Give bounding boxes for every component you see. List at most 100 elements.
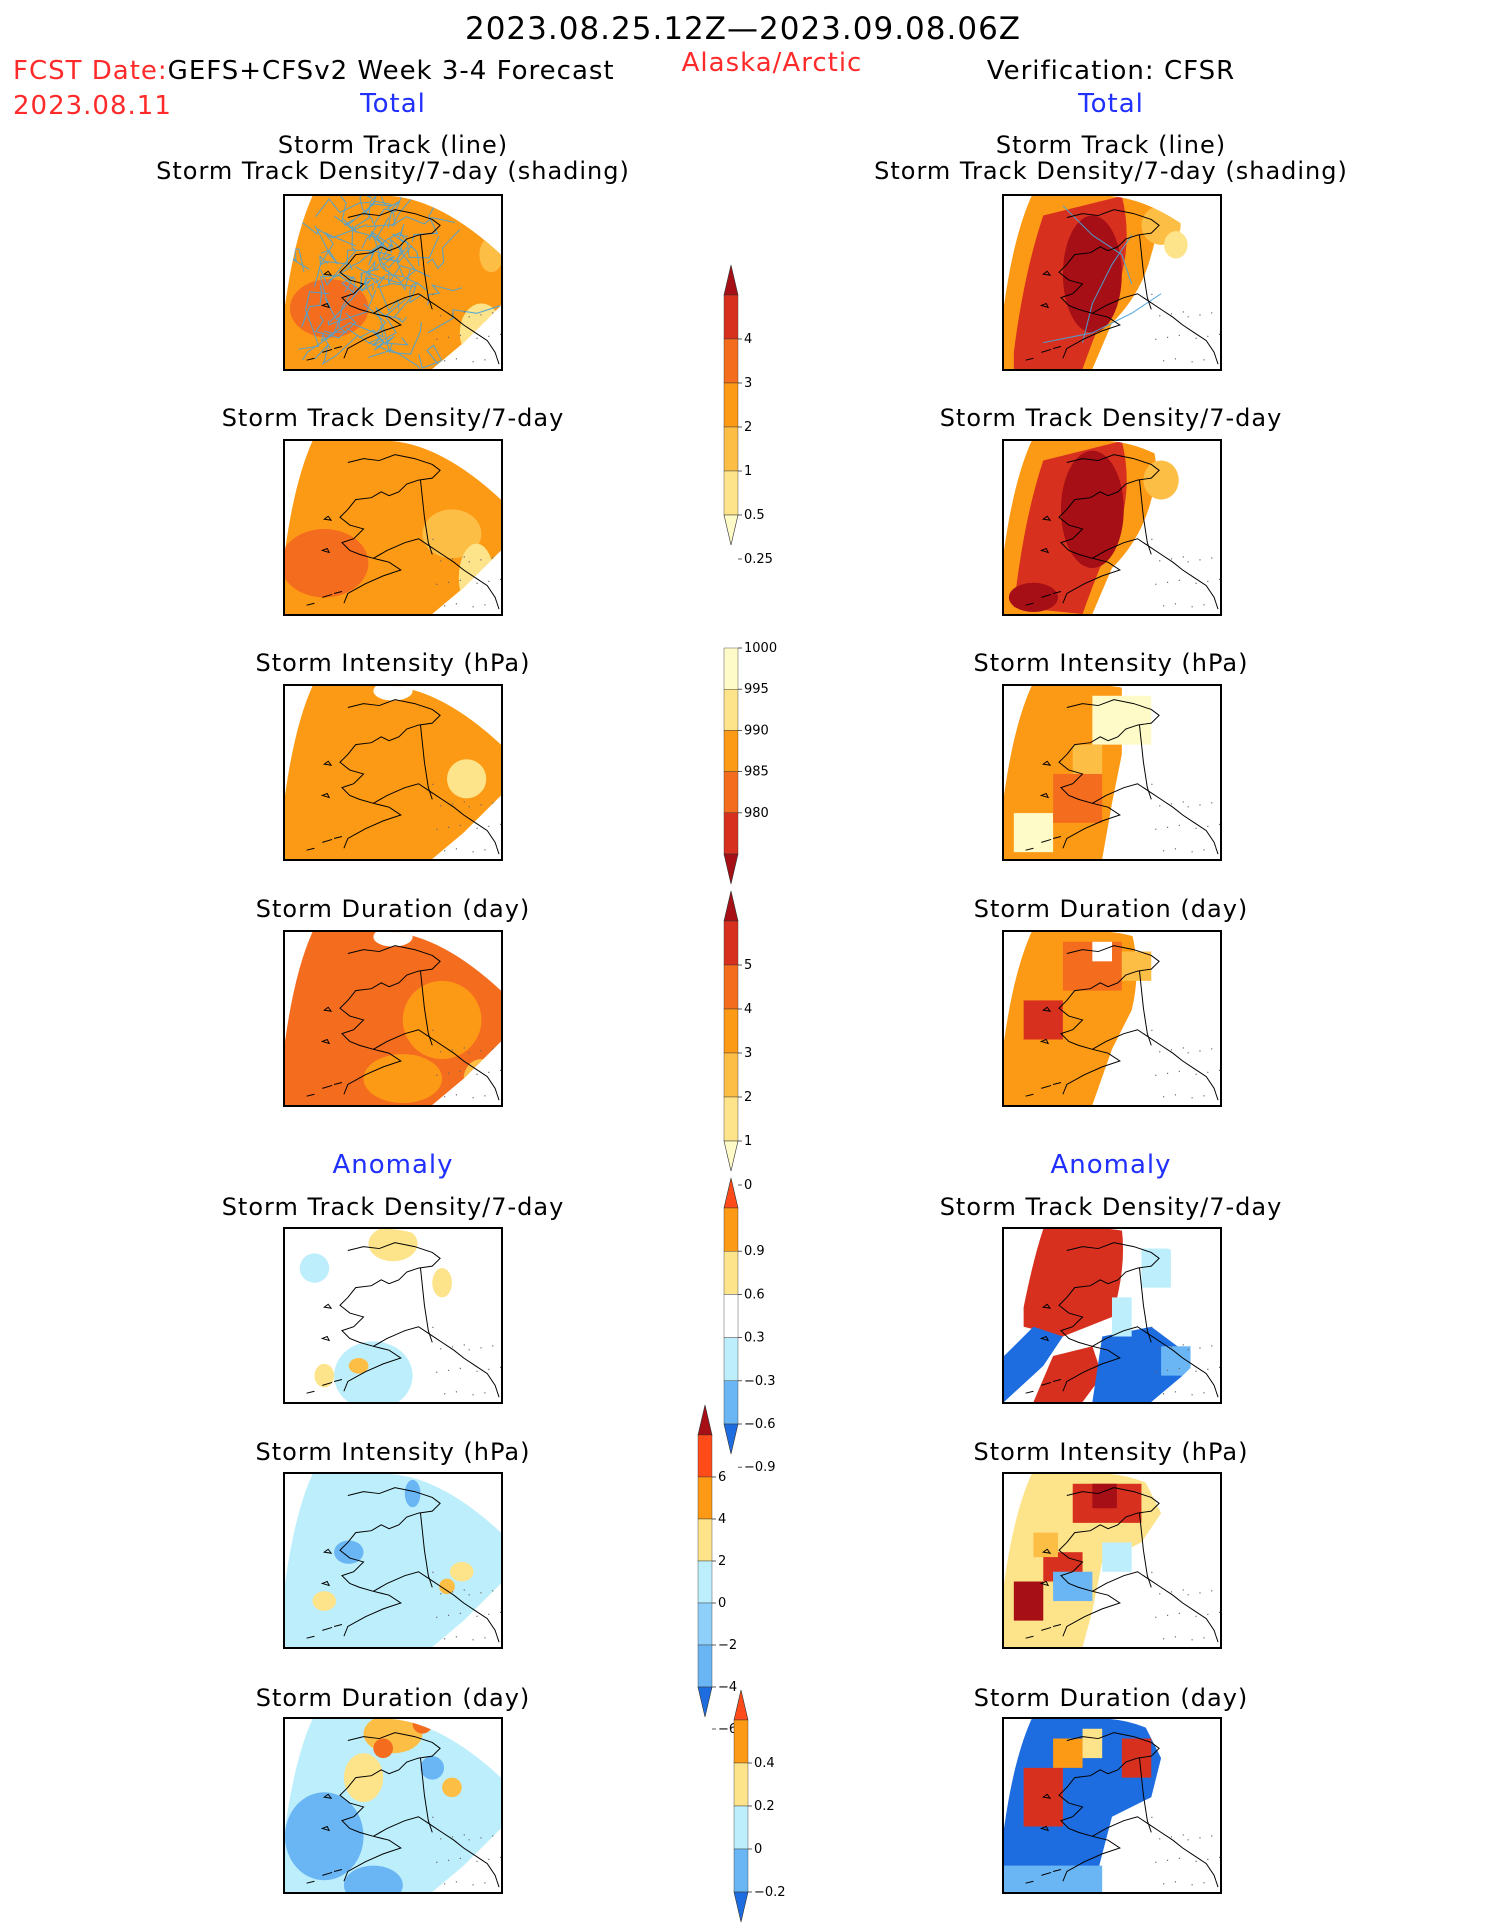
- map-svg: [1004, 932, 1220, 1105]
- map-density-anomaly-forecast: [283, 1227, 503, 1404]
- colorbar-intensity-anomaly: 6 4 2 0 −2 −4 −6: [697, 1404, 737, 1737]
- title-density-anom-right: Storm Track Density/7-day: [939, 1193, 1283, 1221]
- title-density-right: Storm Track Density/7-day: [939, 404, 1283, 432]
- map-svg: [285, 196, 501, 369]
- colorbar-tick-label: 995: [744, 682, 769, 697]
- title-intensity-left: Storm Intensity (hPa): [255, 649, 531, 677]
- colorbar-svg: 1000 995 990 985 980: [723, 641, 777, 885]
- map-density-forecast: [283, 439, 503, 616]
- colorbar-tick-label: −0.6: [744, 1417, 776, 1432]
- map-duration-verification: [1002, 930, 1222, 1107]
- title-density-left: Storm Track Density/7-day: [221, 404, 565, 432]
- colorbar-intensity-total: 1000 995 990 985 980: [723, 641, 777, 885]
- colorbar-tick-label: 0.2: [754, 1799, 775, 1814]
- colorbar-tick-label: 0: [744, 1178, 752, 1193]
- colorbar-tick-label: 0.25: [744, 552, 773, 567]
- colorbar-tick-label: 4: [744, 332, 752, 347]
- map-svg: [1004, 1229, 1220, 1402]
- title-track-shading-left: Storm Track Density/7-day (shading): [156, 157, 630, 185]
- colorbar-tick-label: −0.2: [754, 1885, 786, 1900]
- colorbar-tick-label: 2: [744, 420, 752, 435]
- map-intensity-verification: [1002, 684, 1222, 861]
- colorbar-tick-label: 0.3: [744, 1331, 765, 1346]
- colorbar-density-anomaly: 0.9 0.6 0.3 −0.3 −0.6 −0.9: [723, 1177, 776, 1475]
- colorbar-tick-label: 0.4: [754, 1756, 775, 1771]
- title-duration-anom-right: Storm Duration (day): [973, 1684, 1249, 1712]
- title-duration-right: Storm Duration (day): [973, 895, 1249, 923]
- title-track-line-right: Storm Track (line): [995, 131, 1227, 159]
- region-name: Alaska/Arctic: [681, 48, 863, 78]
- right-total-label: Total: [1078, 89, 1144, 119]
- colorbar-tick-label: 3: [744, 1046, 752, 1061]
- map-svg: [1004, 196, 1220, 369]
- map-intensity-anomaly-forecast: [283, 1472, 503, 1649]
- colorbar-tick-label: 1: [744, 1134, 752, 1149]
- map-svg: [285, 686, 501, 859]
- colorbar-svg: 6 4 2 0 −2 −4 −6: [697, 1404, 737, 1737]
- map-duration-anomaly-forecast: [283, 1717, 503, 1894]
- colorbar-tick-label: 4: [718, 1512, 726, 1527]
- map-duration-forecast: [283, 930, 503, 1107]
- map-svg: [1004, 1474, 1220, 1647]
- colorbar-tick-label: 6: [718, 1470, 726, 1485]
- colorbar-svg: 0.40.20−0.2−0.4: [733, 1689, 786, 1923]
- map-svg: [1004, 441, 1220, 614]
- colorbar-tick-label: 2: [718, 1554, 726, 1569]
- colorbar-svg: 0.9 0.6 0.3 −0.3 −0.6 −0.9: [723, 1177, 776, 1475]
- map-track-forecast: [283, 194, 503, 371]
- colorbar-tick-label: −2: [718, 1638, 737, 1653]
- map-svg: [285, 1229, 501, 1402]
- map-density-anomaly-verification: [1002, 1227, 1222, 1404]
- verification-label: Verification: CFSR: [986, 56, 1236, 86]
- colorbar-tick-label: −6: [718, 1722, 737, 1737]
- fcst-date-label: FCST Date:: [13, 56, 168, 86]
- title-duration-anom-left: Storm Duration (day): [255, 1684, 531, 1712]
- colorbar-tick-label: 4: [744, 1002, 752, 1017]
- title-track-shading-right: Storm Track Density/7-day (shading): [874, 157, 1348, 185]
- map-duration-anomaly-verification: [1002, 1717, 1222, 1894]
- colorbar-duration-anomaly: 0.40.20−0.2−0.4: [733, 1689, 786, 1923]
- title-track-line-left: Storm Track (line): [277, 131, 509, 159]
- colorbar-tick-label: 980: [744, 806, 769, 821]
- colorbar-tick-label: 0.9: [744, 1244, 765, 1259]
- valid-period-title: 2023.08.25.12Z—2023.09.08.06Z: [464, 11, 1022, 47]
- map-intensity-forecast: [283, 684, 503, 861]
- colorbar-svg: 4 3 2 1 0.5 0.25: [723, 264, 773, 567]
- model-name: GEFS+CFSv2 Week 3-4 Forecast: [167, 56, 615, 86]
- colorbar-tick-label: 0: [754, 1842, 762, 1857]
- title-intensity-anom-left: Storm Intensity (hPa): [255, 1438, 531, 1466]
- map-intensity-anomaly-verification: [1002, 1472, 1222, 1649]
- title-intensity-right: Storm Intensity (hPa): [973, 649, 1249, 677]
- colorbar-tick-label: 985: [744, 765, 769, 780]
- right-anomaly-label: Anomaly: [1050, 1150, 1172, 1180]
- colorbar-duration-total: 5 4 3 2 1 0: [723, 890, 752, 1193]
- colorbar-tick-label: 990: [744, 723, 769, 738]
- colorbar-tick-label: 5: [744, 958, 752, 973]
- colorbar-tick-label: 0.5: [744, 508, 765, 523]
- map-svg: [1004, 1719, 1220, 1892]
- colorbar-tick-label: 0.6: [744, 1287, 765, 1302]
- map-svg: [285, 441, 501, 614]
- title-density-anom-left: Storm Track Density/7-day: [221, 1193, 565, 1221]
- colorbar-tick-label: −0.3: [744, 1374, 776, 1389]
- colorbar-tick-label: 1000: [744, 641, 777, 656]
- colorbar-tick-label: 2: [744, 1090, 752, 1105]
- colorbar-density-total: 4 3 2 1 0.5 0.25: [723, 264, 773, 567]
- map-density-verification: [1002, 439, 1222, 616]
- title-intensity-anom-right: Storm Intensity (hPa): [973, 1438, 1249, 1466]
- fcst-date: 2023.08.11: [13, 91, 172, 121]
- map-track-verification: [1002, 194, 1222, 371]
- map-svg: [285, 1474, 501, 1647]
- title-duration-left: Storm Duration (day): [255, 895, 531, 923]
- forecast-header: FCST Date:GEFS+CFSv2 Week 3-4 Forecast: [13, 58, 615, 84]
- colorbar-tick-label: 0: [718, 1596, 726, 1611]
- map-svg: [285, 932, 501, 1105]
- map-svg: [1004, 686, 1220, 859]
- colorbar-svg: 5 4 3 2 1 0: [723, 890, 752, 1193]
- colorbar-tick-label: 1: [744, 464, 752, 479]
- colorbar-tick-label: 3: [744, 376, 752, 391]
- colorbar-tick-label: −0.9: [744, 1460, 776, 1475]
- left-total-label: Total: [360, 89, 426, 119]
- left-anomaly-label: Anomaly: [332, 1150, 454, 1180]
- map-svg: [285, 1719, 501, 1892]
